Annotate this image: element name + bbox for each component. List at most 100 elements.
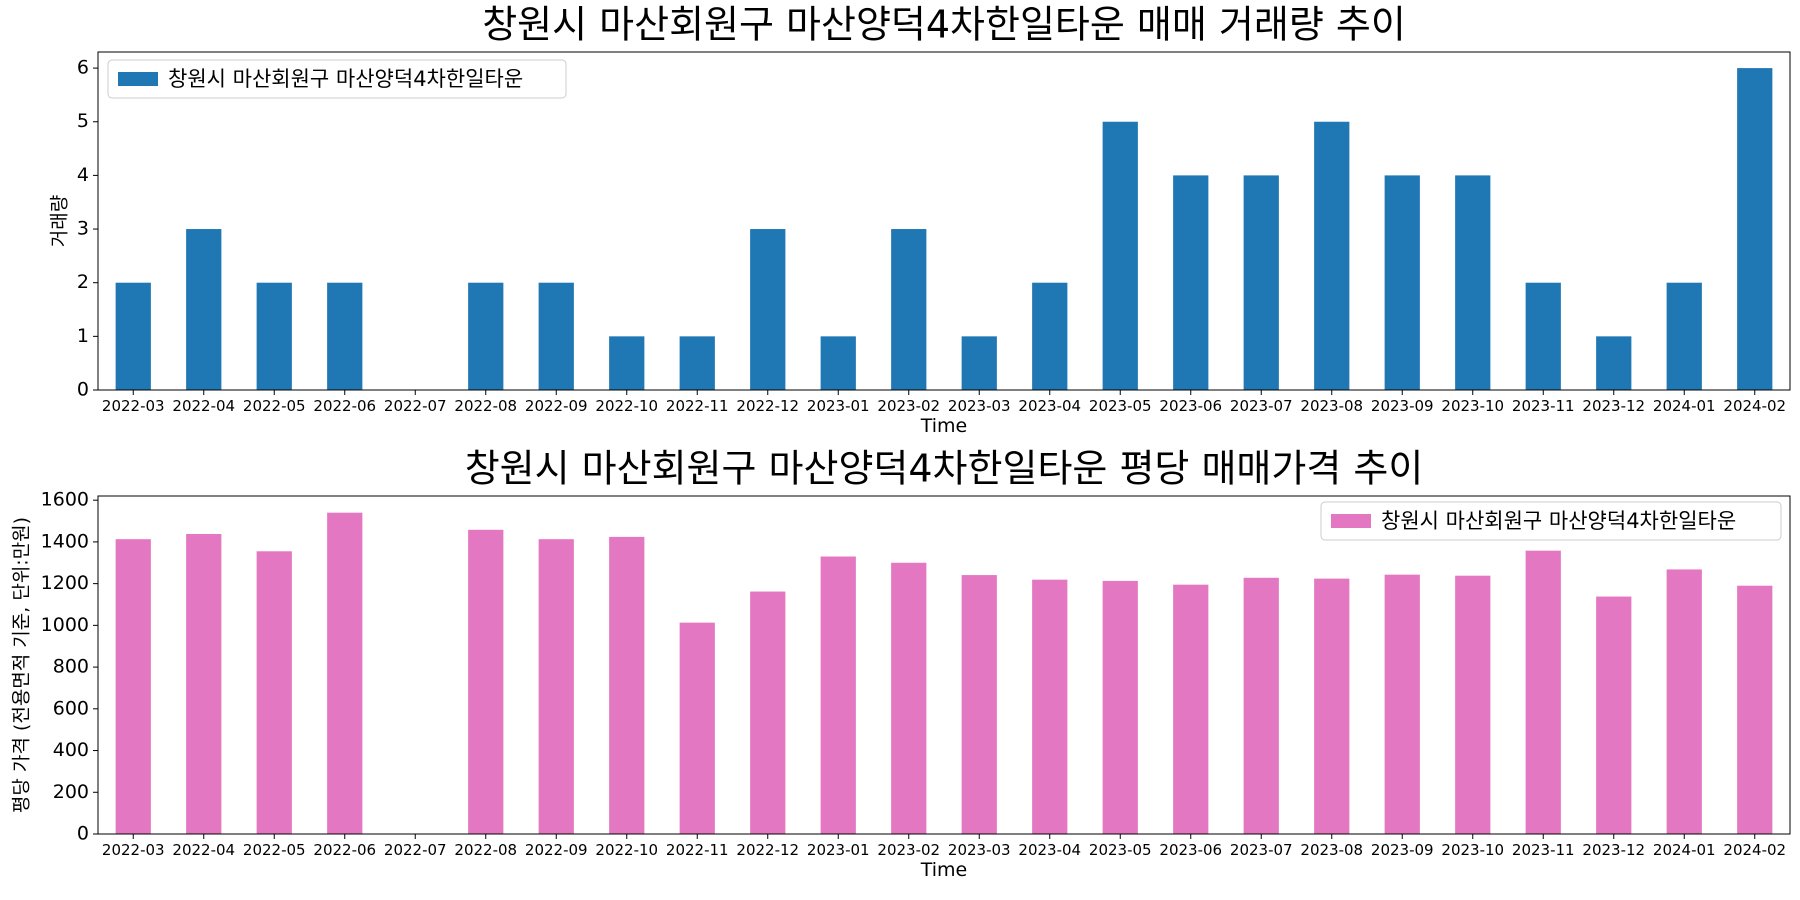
x-tick-label: 2023-06 <box>1159 841 1222 859</box>
bar-2023-04 <box>1032 579 1068 834</box>
bar-2022-08 <box>468 282 504 390</box>
bar-2023-01 <box>820 336 856 390</box>
legend-box <box>107 59 567 99</box>
x-tick-label: 2022-06 <box>313 397 376 415</box>
bar-2023-12 <box>1596 336 1632 390</box>
x-tick-label: 2022-05 <box>243 841 306 859</box>
chart-legend: 창원시 마산회원구 마산양덕4차한일타운 <box>107 59 567 99</box>
x-tick-label: 2023-04 <box>1018 841 1081 859</box>
chart-legend: 창원시 마산회원구 마산양덕4차한일타운 <box>1320 501 1782 541</box>
bar-2023-10 <box>1455 175 1491 390</box>
y-tick-label: 800 <box>53 656 89 678</box>
bar-2023-05 <box>1102 121 1138 390</box>
bar-2022-03 <box>115 282 151 390</box>
bar-2023-06 <box>1173 175 1209 390</box>
y-tick-label: 400 <box>53 739 89 761</box>
chart-title: 창원시 마산회원구 마산양덕4차한일타운 매매 거래량 추이 <box>482 3 1406 47</box>
x-tick-label: 2023-04 <box>1018 397 1081 415</box>
x-tick-label: 2023-08 <box>1300 841 1363 859</box>
x-tick-label: 2023-11 <box>1512 841 1575 859</box>
y-tick-label: 1 <box>77 325 89 347</box>
y-tick-label: 3 <box>77 218 89 240</box>
x-tick-label: 2022-10 <box>595 841 658 859</box>
x-tick-label: 2023-05 <box>1089 841 1152 859</box>
bar-2022-10 <box>609 536 645 834</box>
bar-2022-06 <box>327 512 363 834</box>
bar-2023-11 <box>1525 550 1561 834</box>
bar-2024-02 <box>1737 68 1773 390</box>
bar-2022-09 <box>538 539 574 834</box>
x-tick-label: 2023-06 <box>1159 397 1222 415</box>
bar-2022-04 <box>186 533 222 834</box>
x-tick-label: 2023-03 <box>948 841 1011 859</box>
bar-2022-05 <box>256 282 292 390</box>
x-tick-label: 2022-08 <box>454 397 517 415</box>
bar-2022-06 <box>327 282 363 390</box>
y-tick-label: 5 <box>77 110 89 132</box>
x-tick-label: 2022-04 <box>172 397 235 415</box>
bar-2023-12 <box>1596 596 1632 834</box>
y-tick-label: 2 <box>77 271 89 293</box>
x-tick-label: 2022-09 <box>525 841 588 859</box>
y-tick-label: 1000 <box>41 614 89 636</box>
x-tick-label: 2022-11 <box>666 397 729 415</box>
bar-2022-05 <box>256 551 292 834</box>
x-tick-label: 2023-02 <box>877 397 940 415</box>
bar-2023-04 <box>1032 282 1068 390</box>
x-tick-label: 2024-01 <box>1653 841 1716 859</box>
x-tick-label: 2022-12 <box>736 841 799 859</box>
bar-2023-06 <box>1173 584 1209 834</box>
bar-2022-11 <box>679 336 715 390</box>
x-tick-label: 2023-10 <box>1441 841 1504 859</box>
bar-2024-02 <box>1737 585 1773 834</box>
bar-2022-04 <box>186 229 222 390</box>
x-tick-label: 2022-05 <box>243 397 306 415</box>
chart-panel-2: 창원시 마산회원구 마산양덕4차한일타운 평당 매매가격 추이 2022-03 20… <box>11 447 1791 881</box>
bar-2023-03 <box>961 575 997 834</box>
bar-2023-03 <box>961 336 997 390</box>
x-tick-label: 2022-09 <box>525 397 588 415</box>
bar-2023-11 <box>1525 282 1561 390</box>
bar-2022-09 <box>538 282 574 390</box>
x-tick-label: 2023-07 <box>1230 841 1293 859</box>
plot-frame <box>97 51 1791 391</box>
x-tick-label: 2023-09 <box>1371 397 1434 415</box>
bar-2023-09 <box>1384 175 1420 390</box>
y-tick-label: 200 <box>53 781 89 803</box>
legend-label: 창원시 마산회원구 마산양덕4차한일타운 <box>1381 509 1736 533</box>
bar-2022-12 <box>750 229 786 390</box>
bar-2023-08 <box>1314 121 1350 390</box>
bar-2023-08 <box>1314 578 1350 834</box>
bar-2022-11 <box>679 622 715 834</box>
x-tick-label: 2024-01 <box>1653 397 1716 415</box>
x-tick-label: 2023-09 <box>1371 841 1434 859</box>
legend-label: 창원시 마산회원구 마산양덕4차한일타운 <box>168 67 523 91</box>
y-tick-label: 1400 <box>41 530 89 552</box>
y-tick-label: 1600 <box>41 489 89 511</box>
x-tick-label: 2022-08 <box>454 841 517 859</box>
y-axis-label: 거래량 <box>49 195 71 247</box>
legend-swatch <box>1331 514 1371 528</box>
x-tick-label: 2023-05 <box>1089 397 1152 415</box>
x-tick-label: 2024-02 <box>1723 841 1786 859</box>
bar-2023-02 <box>891 562 927 834</box>
x-tick-label: 2023-12 <box>1582 841 1645 859</box>
bar-2023-05 <box>1102 580 1138 834</box>
x-tick-label: 2022-10 <box>595 397 658 415</box>
bar-2023-10 <box>1455 575 1491 834</box>
x-tick-label: 2022-11 <box>666 841 729 859</box>
legend-box <box>1320 501 1782 541</box>
x-tick-label: 2022-07 <box>384 841 447 859</box>
bar-2022-10 <box>609 336 645 390</box>
legend-swatch <box>118 72 158 86</box>
bar-2024-01 <box>1666 569 1702 834</box>
x-tick-label: 2023-12 <box>1582 397 1645 415</box>
x-tick-label: 2022-07 <box>384 397 447 415</box>
x-tick-label: 2023-01 <box>807 841 870 859</box>
y-tick-label: 4 <box>77 164 89 186</box>
bar-2023-07 <box>1243 175 1279 390</box>
x-tick-label: 2022-03 <box>102 841 165 859</box>
bar-2023-07 <box>1243 577 1279 834</box>
